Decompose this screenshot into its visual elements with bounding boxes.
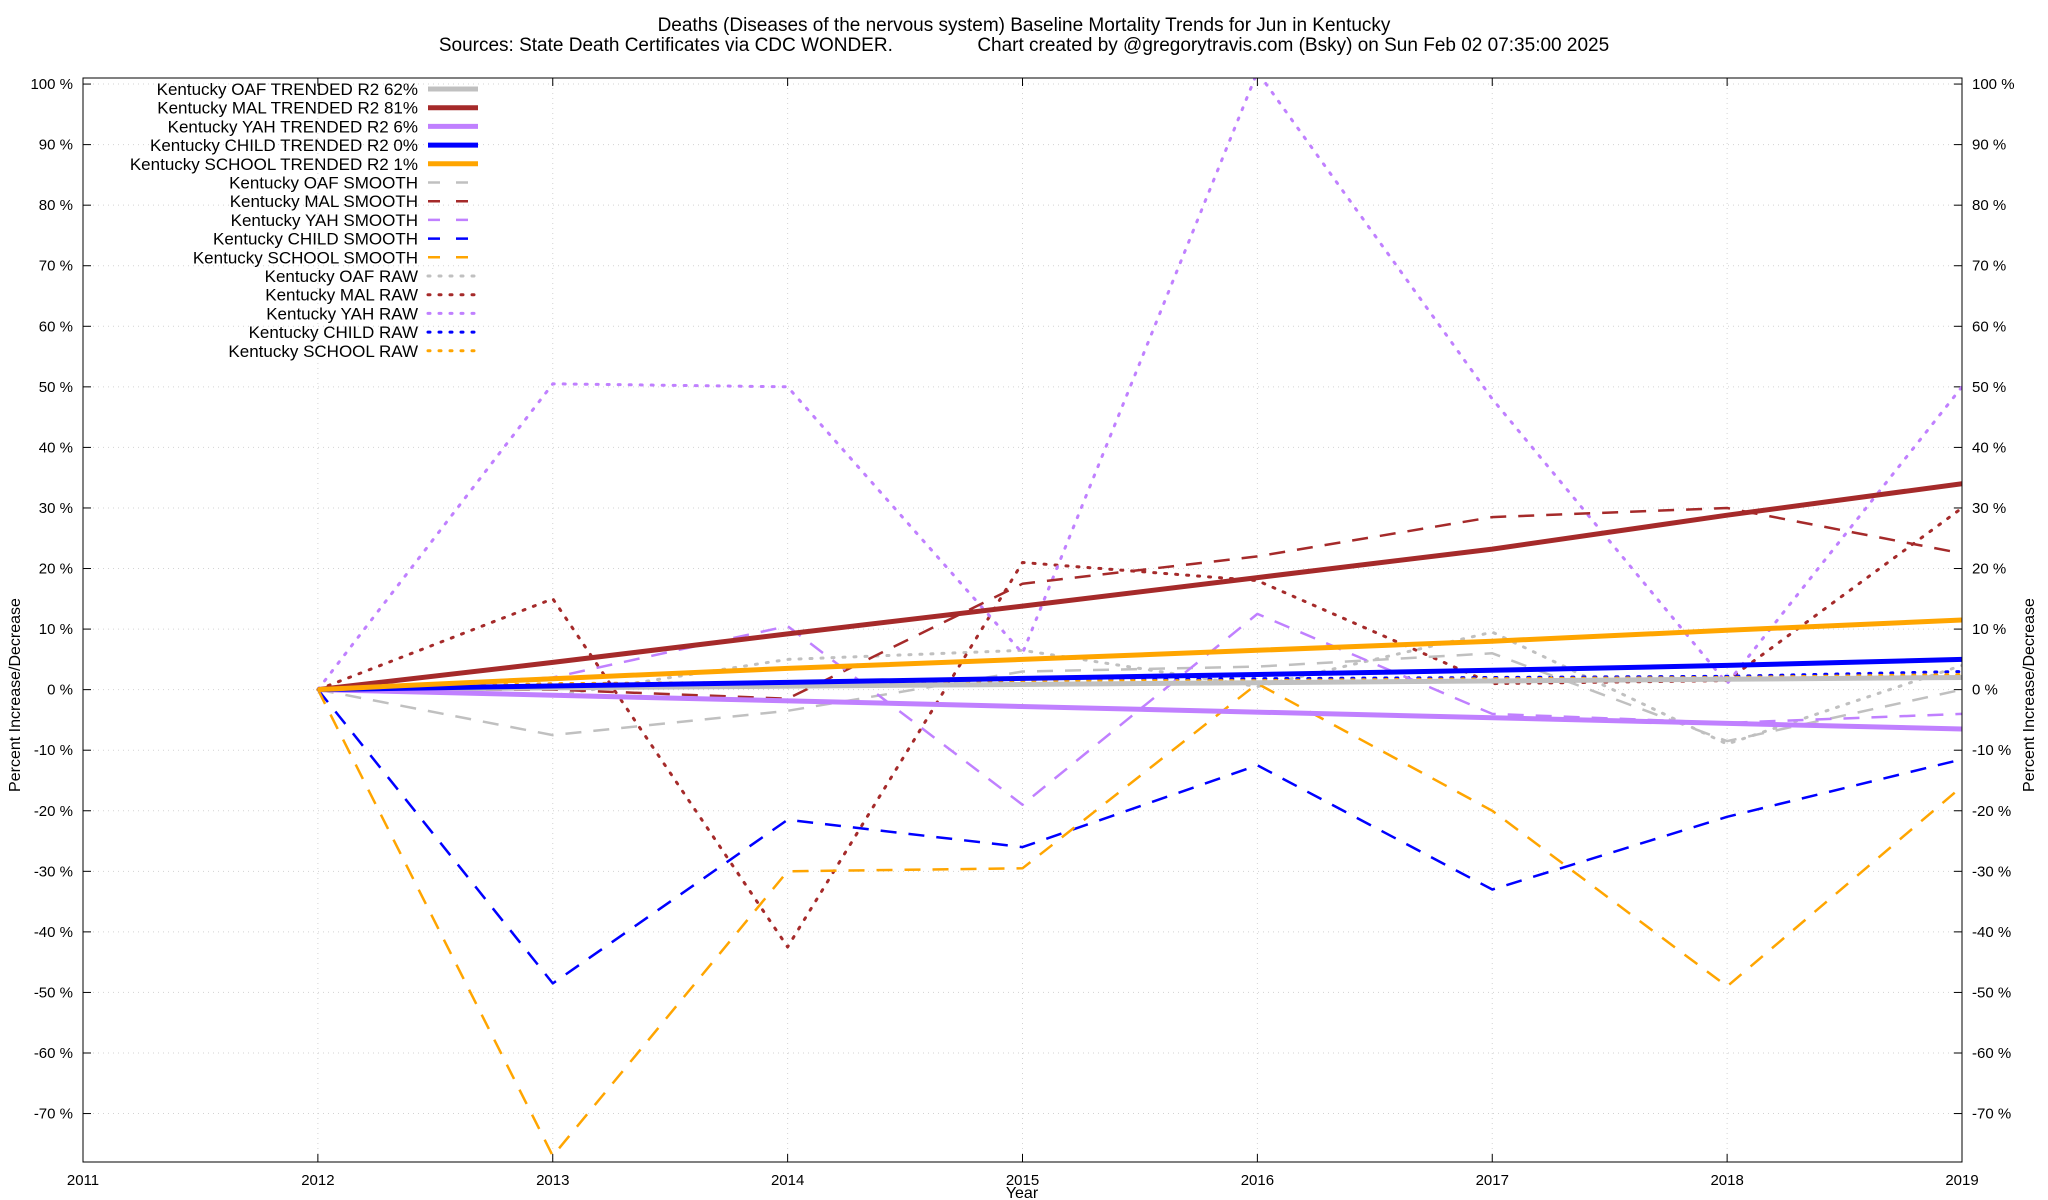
y2-tick-label: 30 %	[1972, 500, 2006, 517]
y2-tick-label: -40 %	[1972, 924, 2011, 941]
y2-tick-label: 40 %	[1972, 439, 2006, 456]
y-tick-label: 50 %	[39, 379, 73, 396]
y2-tick-label: 70 %	[1972, 258, 2006, 275]
y2-tick-label: -20 %	[1972, 803, 2011, 820]
x-tick-label: 2014	[771, 1172, 804, 1189]
legend-label-4: Kentucky SCHOOL TRENDED R2 1%	[130, 155, 418, 174]
y2-tick-label: 80 %	[1972, 197, 2006, 214]
y-tick-label: 70 %	[39, 258, 73, 275]
x-tick-label: 2012	[301, 1172, 334, 1189]
y2-axis-label: Percent Increase/Decrease	[2021, 598, 2038, 792]
series-line-3	[317, 656, 1962, 693]
series-line-1	[317, 481, 1962, 693]
x-tick-label: 2019	[1945, 1172, 1978, 1189]
legend: Kentucky OAF TRENDED R2 62%Kentucky MAL …	[130, 80, 480, 361]
y-tick-label: 60 %	[39, 318, 73, 335]
chart-title: Deaths (Diseases of the nervous system) …	[658, 15, 1391, 36]
y-tick-label: -10 %	[34, 742, 73, 759]
legend-label-10: Kentucky OAF RAW	[265, 267, 418, 286]
legend-label-9: Kentucky SCHOOL SMOOTH	[193, 248, 418, 267]
series-line-4	[317, 617, 1962, 693]
chart-subtitle: Sources: State Death Certificates via CD…	[439, 35, 1609, 56]
legend-label-8: Kentucky CHILD SMOOTH	[213, 230, 418, 249]
legend-label-11: Kentucky MAL RAW	[265, 286, 418, 305]
y2-tick-label: 0 %	[1972, 682, 1998, 699]
series-line-11	[316, 506, 1962, 949]
legend-label-5: Kentucky OAF SMOOTH	[229, 174, 418, 193]
y-tick-label: 40 %	[39, 439, 73, 456]
y-tick-label: 90 %	[39, 137, 73, 154]
y2-tick-label: 50 %	[1972, 379, 2006, 396]
tick-marks	[82, 78, 1963, 1162]
y2-tick-label: 10 %	[1972, 621, 2006, 638]
y-tick-label: 80 %	[39, 197, 73, 214]
y-tick-label: -70 %	[34, 1106, 73, 1123]
y2-tick-label: -60 %	[1972, 1045, 2011, 1062]
legend-label-0: Kentucky OAF TRENDED R2 62%	[157, 80, 418, 99]
plot-frame	[82, 77, 1963, 1163]
x-tick-label: 2011	[67, 1172, 99, 1189]
legend-label-14: Kentucky SCHOOL RAW	[228, 342, 418, 361]
legend-label-1: Kentucky MAL TRENDED R2 81%	[157, 99, 418, 118]
series-line-2	[317, 687, 1962, 732]
series-line-9	[316, 682, 1962, 1158]
series-line-6	[317, 506, 1962, 700]
legend-label-7: Kentucky YAH SMOOTH	[231, 211, 418, 230]
x-tick-label: 2017	[1476, 1172, 1509, 1189]
y2-tick-label: -50 %	[1972, 984, 2011, 1001]
x-tick-label: 2016	[1241, 1172, 1274, 1189]
x-tick-label: 2015	[1006, 1172, 1039, 1189]
legend-label-13: Kentucky CHILD RAW	[249, 323, 418, 342]
legend-label-2: Kentucky YAH TRENDED R2 6%	[168, 117, 418, 136]
y2-tick-label: 20 %	[1972, 561, 2006, 578]
legend-label-3: Kentucky CHILD TRENDED R2 0%	[150, 136, 418, 155]
y-tick-label: 100 %	[30, 76, 73, 93]
legend-label-6: Kentucky MAL SMOOTH	[230, 192, 418, 211]
tick-labels: 2011 2012 2013 2014 2015 2016 2017 2018 2019 100 …	[30, 76, 2014, 1189]
y-tick-label: 0 %	[47, 682, 73, 699]
y-tick-label: 30 %	[39, 500, 73, 517]
series-line-12	[316, 78, 1962, 692]
y2-tick-label: -10 %	[1972, 742, 2011, 759]
y-tick-label: -60 %	[34, 1045, 73, 1062]
x-tick-label: 2013	[536, 1172, 569, 1189]
y2-tick-label: -30 %	[1972, 863, 2011, 880]
y-tick-label: -30 %	[34, 863, 73, 880]
series-line-8	[316, 688, 1962, 985]
x-axis-label: Year	[1006, 1185, 1039, 1200]
y-tick-label: 10 %	[39, 621, 73, 638]
y2-tick-label: 100 %	[1972, 76, 2015, 93]
y-tick-label: -20 %	[34, 803, 73, 820]
grid-lines	[82, 78, 1963, 1162]
y-tick-label: -50 %	[34, 984, 73, 1001]
y2-tick-label: 90 %	[1972, 137, 2006, 154]
series-layer	[316, 78, 1962, 1158]
y-axis-label: Percent Increase/Decrease	[7, 598, 24, 792]
y-tick-label: -40 %	[34, 924, 73, 941]
x-tick-label: 2018	[1710, 1172, 1743, 1189]
legend-label-12: Kentucky YAH RAW	[266, 304, 418, 323]
y-tick-label: 20 %	[39, 561, 73, 578]
y2-tick-label: 60 %	[1972, 318, 2006, 335]
y2-tick-label: -70 %	[1972, 1106, 2011, 1123]
